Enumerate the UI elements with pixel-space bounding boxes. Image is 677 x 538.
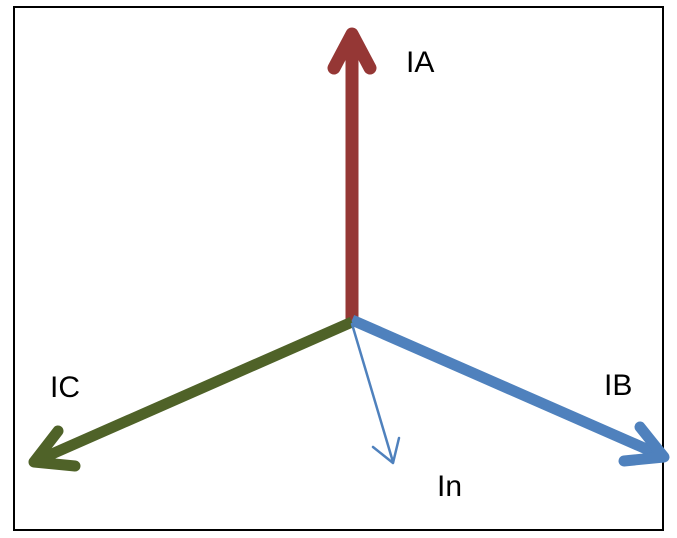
phasor-ia-label: IA: [406, 46, 434, 79]
phasor-in-label: In: [437, 470, 462, 503]
diagram-frame: [13, 6, 664, 531]
phasor-ic-label: IC: [50, 371, 80, 404]
phasor-ic: [28, 316, 355, 472]
phasor-ib-shaft: [349, 314, 663, 461]
phasor-ib-label: IB: [604, 369, 632, 402]
phasor-in-arrowhead: [371, 436, 401, 465]
phasor-in-shaft: [350, 322, 395, 464]
phasor-ib: [349, 314, 670, 467]
phasor-in: [350, 322, 401, 465]
phasor-ia-arrowhead: [327, 27, 377, 75]
phasor-ib-arrowhead: [618, 421, 670, 467]
phasor-ic-arrowhead: [28, 425, 81, 472]
phasor-ic-shaft: [33, 316, 355, 467]
phasor-ia: [327, 27, 377, 322]
